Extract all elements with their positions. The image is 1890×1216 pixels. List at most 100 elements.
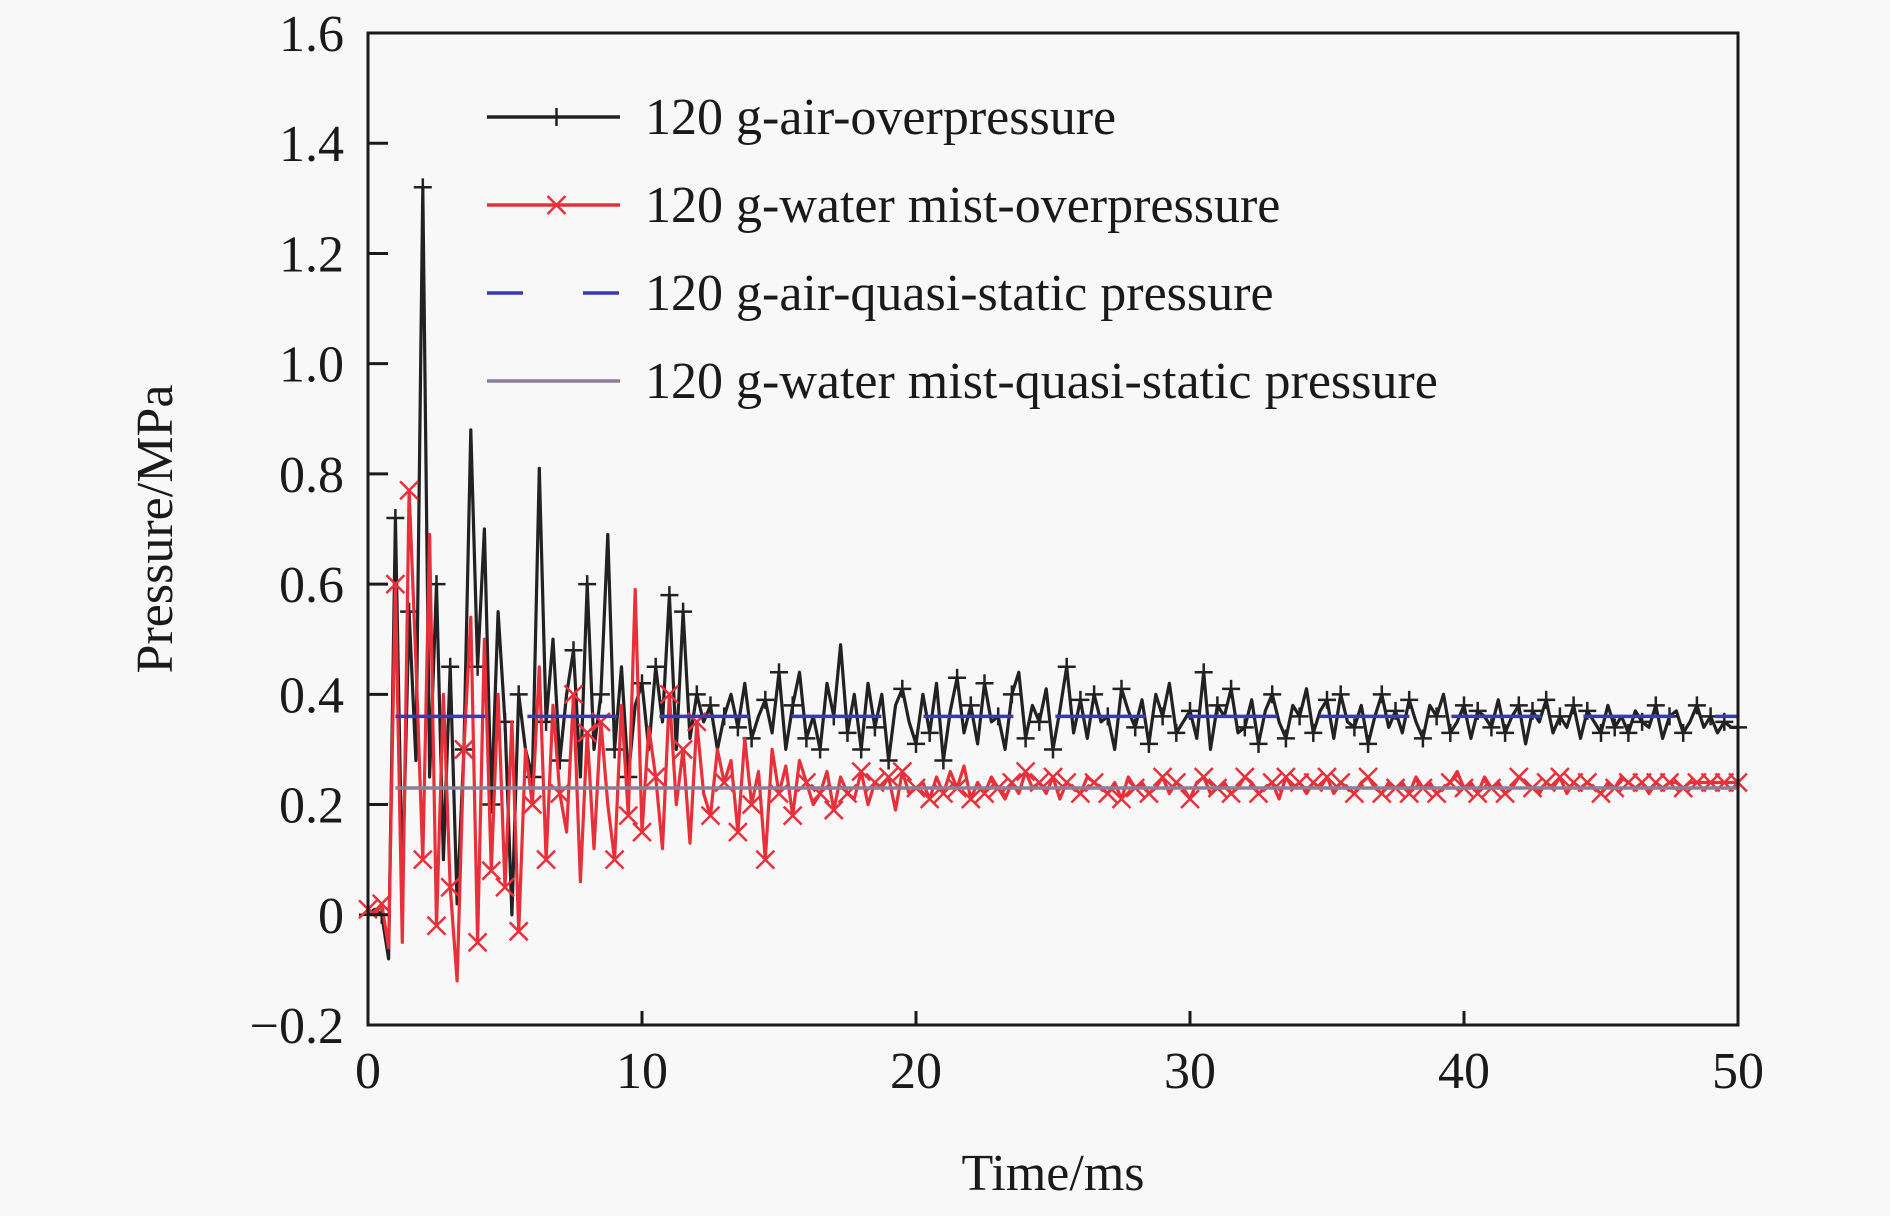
data-point-water-mist-overpressure — [536, 849, 556, 870]
data-point-air-overpressure — [550, 751, 569, 770]
data-point-air-overpressure — [1126, 718, 1145, 737]
data-point-water-mist-overpressure — [454, 739, 474, 760]
data-point-air-overpressure — [1071, 690, 1090, 709]
data-point-water-mist-overpressure — [399, 480, 419, 501]
data-point-air-overpressure — [591, 685, 610, 704]
data-point-water-mist-overpressure — [659, 684, 680, 705]
data-point-air-overpressure — [1304, 723, 1323, 742]
data-point-water-mist-overpressure — [755, 849, 776, 870]
data-point-air-overpressure — [1085, 685, 1104, 704]
data-point-air-overpressure — [975, 674, 994, 693]
data-point-water-mist-overpressure — [919, 789, 940, 809]
data-point-water-mist-overpressure — [1193, 767, 1214, 787]
data-point-air-overpressure — [633, 674, 651, 693]
data-point-air-overpressure — [1537, 690, 1556, 709]
data-point-water-mist-overpressure — [741, 794, 762, 815]
data-point-water-mist-overpressure — [851, 761, 872, 782]
data-point-air-overpressure — [1263, 685, 1282, 704]
data-point-air-overpressure — [1331, 685, 1350, 704]
data-point-water-mist-overpressure — [618, 805, 639, 826]
data-point-air-overpressure — [1455, 696, 1473, 715]
y-axis-title: Pressure/MPa — [127, 385, 184, 674]
data-point-air-overpressure — [1235, 718, 1254, 737]
data-point-water-mist-overpressure — [563, 684, 584, 705]
series-water-mist-overpressure — [358, 480, 1748, 983]
x-tick-label: 20 — [890, 1043, 942, 1100]
data-point-water-mist-overpressure — [385, 574, 406, 594]
data-point-air-overpressure — [1509, 696, 1528, 715]
data-point-water-mist-overpressure — [508, 921, 529, 942]
data-point-air-overpressure — [1550, 707, 1569, 726]
data-point-water-mist-overpressure — [728, 822, 748, 842]
data-point-water-mist-overpressure — [645, 767, 666, 787]
data-point-water-mist-overpressure — [440, 877, 461, 898]
data-point-air-overpressure — [564, 641, 583, 660]
data-point-water-mist-overpressure — [1508, 767, 1529, 787]
data-point-air-overpressure — [879, 751, 898, 770]
data-point-air-overpressure — [1564, 696, 1583, 715]
data-point-water-mist-overpressure — [481, 860, 502, 881]
data-point-air-overpressure — [1016, 729, 1035, 748]
data-point-air-overpressure — [1044, 740, 1062, 759]
data-point-air-overpressure — [1674, 723, 1693, 742]
data-point-water-mist-overpressure — [522, 794, 543, 815]
data-point-water-mist-overpressure — [1317, 767, 1337, 787]
data-point-air-overpressure — [838, 723, 857, 742]
data-point-water-mist-overpressure — [1180, 789, 1200, 809]
data-point-water-mist-overpressure — [1550, 767, 1570, 787]
data-point-air-overpressure — [674, 602, 693, 621]
x-axis-title: Time/ms — [961, 1145, 1144, 1202]
x-tick-label: 0 — [355, 1043, 381, 1100]
data-point-air-overpressure — [1400, 690, 1419, 709]
data-point-water-mist-overpressure — [878, 767, 899, 787]
y-tick-label: 1.2 — [279, 226, 344, 283]
legend-label: 120 g-air-overpressure — [645, 89, 1116, 146]
data-point-water-mist-overpressure — [960, 789, 981, 809]
data-point-water-mist-overpressure — [1358, 767, 1378, 787]
data-point-air-overpressure — [1646, 696, 1665, 715]
data-point-air-overpressure — [1030, 712, 1049, 731]
data-point-air-overpressure — [1482, 718, 1501, 737]
data-point-water-mist-overpressure — [426, 915, 447, 936]
legend-item-water-mist-quasi-static: 120 g-water mist-quasi-static pressure — [487, 353, 1438, 410]
data-point-air-overpressure — [1496, 723, 1515, 742]
data-point-water-mist-overpressure — [782, 805, 803, 826]
data-point-air-overpressure — [811, 740, 830, 759]
data-point-air-overpressure — [1153, 707, 1172, 726]
y-tick-label: 1.4 — [279, 116, 344, 173]
data-point-water-mist-overpressure — [467, 932, 488, 953]
ticks-layer: 0 10 20 30 40 50−0.200.20.40.60.81.01.21.41.6 — [250, 6, 1764, 1100]
axes-layer — [366, 31, 1740, 1027]
data-point-air-overpressure — [1112, 679, 1131, 698]
y-tick-label: 0.8 — [279, 447, 344, 504]
data-point-water-mist-overpressure — [1111, 789, 1132, 809]
data-point-air-overpressure — [1167, 723, 1186, 742]
data-point-air-overpressure — [1222, 679, 1241, 698]
data-point-air-overpressure — [1592, 723, 1610, 742]
data-point-air-overpressure — [920, 723, 939, 742]
data-point-air-overpressure — [687, 685, 706, 704]
data-point-air-overpressure — [1276, 729, 1295, 748]
legend-label: 120 g-water mist-quasi-static pressure — [645, 353, 1438, 410]
data-point-air-overpressure — [728, 718, 747, 737]
data-point-water-mist-overpressure — [412, 849, 433, 870]
data-point-air-overpressure — [441, 657, 460, 676]
data-point-water-mist-overpressure — [892, 761, 913, 782]
legend-item-water-mist-overpressure: 120 g-water mist-overpressure — [487, 177, 1280, 234]
data-point-air-overpressure — [509, 685, 528, 704]
x-tick-label: 30 — [1164, 1043, 1216, 1100]
data-point-water-mist-overpressure — [1015, 761, 1036, 782]
data-point-water-mist-overpressure — [1276, 767, 1296, 787]
data-point-air-overpressure — [1427, 707, 1446, 726]
legend-item-air-overpressure: 120 g-air-overpressure — [487, 89, 1116, 146]
data-point-water-mist-overpressure — [673, 739, 693, 760]
data-point-air-overpressure — [482, 795, 501, 814]
data-point-air-overpressure — [660, 586, 679, 605]
x-tick-label: 10 — [616, 1043, 668, 1100]
data-point-air-overpressure — [948, 668, 967, 687]
data-point-air-overpressure — [1208, 696, 1227, 715]
data-point-water-mist-overpressure — [700, 805, 721, 826]
data-point-air-overpressure — [783, 696, 802, 715]
data-point-air-overpressure — [1318, 690, 1336, 709]
